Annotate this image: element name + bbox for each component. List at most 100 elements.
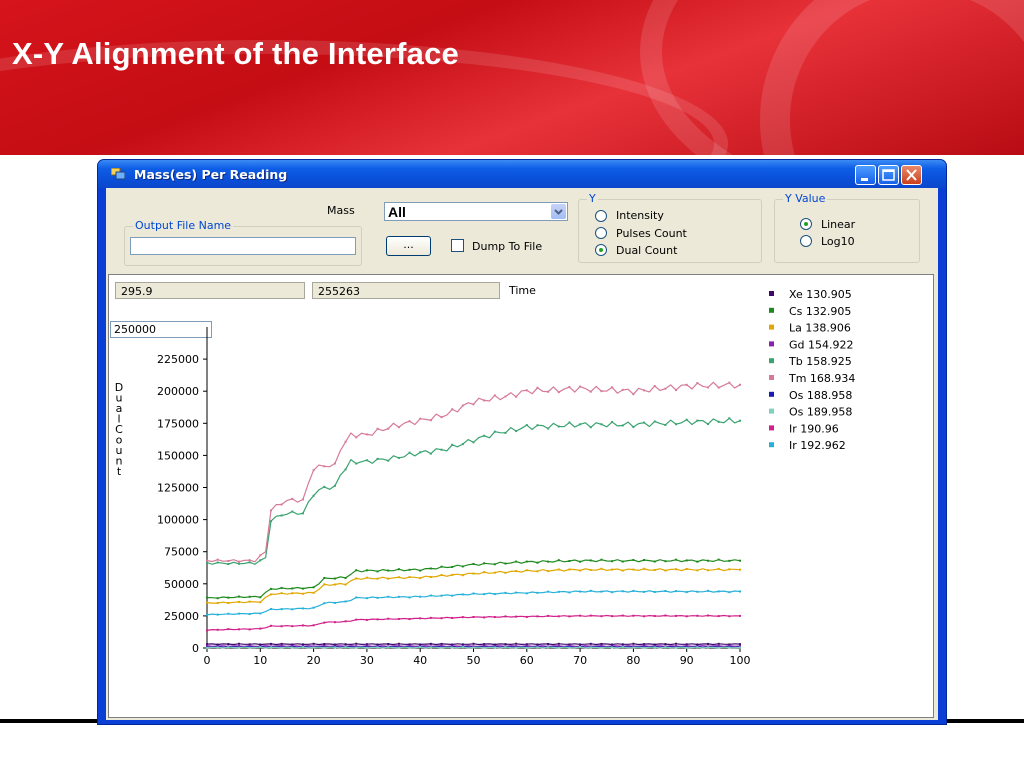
chevron-down-icon[interactable]	[551, 204, 566, 219]
series-point	[621, 424, 624, 427]
series-point	[451, 643, 454, 646]
close-button[interactable]	[901, 165, 922, 185]
radio-linear[interactable]	[800, 218, 812, 230]
browse-button[interactable]: ...	[386, 236, 431, 256]
series-point	[643, 389, 646, 392]
series-point	[312, 494, 315, 497]
series-point	[547, 427, 550, 430]
x-tick-label: 20	[307, 654, 321, 667]
radio-pulses-count[interactable]	[595, 227, 607, 239]
series-point	[696, 643, 699, 646]
legend-label: Ir 192.962	[789, 439, 846, 452]
series-point	[397, 617, 400, 620]
radio-intensity[interactable]	[595, 210, 607, 222]
series-point	[483, 593, 486, 596]
y-axis-label-char: a	[116, 402, 123, 415]
series-point	[280, 514, 283, 517]
series-point	[216, 646, 219, 649]
series-point	[451, 565, 454, 568]
series-point	[632, 642, 635, 645]
series-point	[269, 608, 272, 611]
series-point	[323, 583, 326, 586]
series-point	[493, 593, 496, 596]
legend-label: La 138.906	[789, 322, 851, 335]
series-point	[717, 615, 720, 618]
series-point	[685, 559, 688, 562]
mass-select[interactable]: All	[384, 202, 568, 221]
series-point	[643, 615, 646, 618]
series-point	[291, 625, 294, 628]
series-point	[472, 615, 475, 618]
series-point	[323, 485, 326, 488]
series-point	[419, 595, 422, 598]
series-point	[579, 385, 582, 388]
window-titlebar[interactable]: Mass(es) Per Reading	[98, 160, 946, 188]
series-point	[472, 441, 475, 444]
y-axis-label-char: o	[116, 434, 123, 447]
y-max-input[interactable]	[110, 321, 212, 338]
series-point	[291, 497, 294, 500]
series-point	[685, 383, 688, 386]
series-point	[664, 589, 667, 592]
dump-to-file-checkbox[interactable]	[451, 239, 464, 252]
maximize-button[interactable]	[878, 165, 899, 185]
series-point	[259, 627, 262, 630]
minimize-button[interactable]	[855, 165, 876, 185]
series-point	[365, 569, 368, 572]
series-point	[717, 646, 720, 649]
y-axis-label-char: u	[116, 444, 123, 457]
y-value-group: Y Value	[774, 192, 920, 263]
series-point	[312, 624, 315, 627]
slide-banner: X-Y Alignment of the Interface	[0, 0, 1024, 155]
series-point	[259, 643, 262, 646]
legend-label: Cs 132.905	[789, 305, 851, 318]
series-point	[504, 591, 507, 594]
series-point	[365, 646, 368, 649]
radio-dual-count[interactable]	[595, 244, 607, 256]
y-group-label: Y	[587, 192, 598, 205]
series-line	[206, 381, 741, 563]
series-point	[579, 614, 582, 617]
output-file-input[interactable]	[130, 237, 356, 255]
series-point	[515, 570, 518, 573]
legend-swatch	[769, 408, 774, 414]
series-point	[216, 561, 219, 564]
series-point	[301, 498, 304, 501]
series-point	[515, 560, 518, 563]
series-point	[461, 646, 464, 649]
series-point	[643, 644, 646, 647]
series-point	[557, 391, 560, 394]
series-point	[600, 615, 603, 618]
series-point	[653, 614, 656, 617]
series-point	[291, 644, 294, 647]
legend-swatch	[769, 324, 774, 330]
legend-label: Os 189.958	[789, 406, 852, 419]
series-point	[440, 646, 443, 649]
series-point	[707, 614, 710, 617]
y-tick-label: 50000	[164, 578, 199, 591]
window-client: Mass All Output File Name ... Dump To Fi…	[106, 188, 938, 720]
series-point	[717, 590, 720, 593]
series-point	[675, 389, 678, 392]
series-point	[632, 614, 635, 617]
legend-label: Gd 154.922	[789, 338, 854, 351]
series-point	[216, 558, 219, 561]
series-point	[419, 417, 422, 420]
series-point	[504, 395, 507, 398]
series-point	[664, 646, 667, 649]
series-point	[280, 646, 283, 649]
series-point	[472, 572, 475, 575]
y-tick-label: 175000	[157, 417, 199, 430]
series-point	[600, 390, 603, 393]
series-point	[675, 423, 678, 426]
series-point	[206, 644, 208, 647]
series-point	[419, 569, 422, 572]
series-point	[579, 569, 582, 572]
series-point	[696, 382, 699, 385]
series-point	[632, 568, 635, 571]
series-point	[685, 643, 688, 646]
series-point	[472, 646, 475, 649]
radio-dual-count-label: Dual Count	[616, 244, 678, 257]
series-point	[451, 594, 454, 597]
radio-log10[interactable]	[800, 235, 812, 247]
